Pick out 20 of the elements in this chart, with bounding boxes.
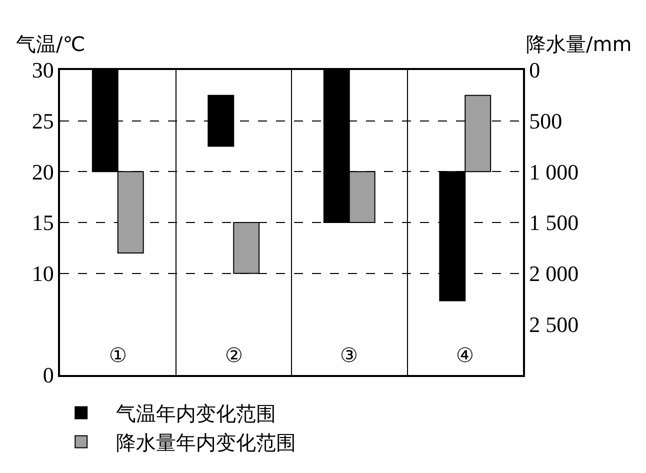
x-tick-label: ② <box>225 343 243 367</box>
x-tick-label: ① <box>109 343 127 367</box>
x-tick-label: ④ <box>456 343 474 367</box>
legend-label: 降水量年内变化范围 <box>116 430 296 455</box>
x-tick-label: ③ <box>340 343 358 367</box>
y-tick-label: 0 <box>42 362 54 388</box>
y2-tick-label: 1 000 <box>529 159 579 184</box>
y2-axis-title: 降水量/mm <box>526 32 632 56</box>
y2-tick-label: 2 500 <box>529 312 579 337</box>
y-tick-label: 20 <box>32 159 54 184</box>
y2-tick-label: 500 <box>529 108 562 134</box>
y-tick-label: 30 <box>32 58 54 83</box>
y-tick-label: 15 <box>32 210 54 236</box>
legend-label: 气温年内变化范围 <box>116 402 276 426</box>
y-tick-label: 10 <box>32 261 54 286</box>
y-axis-title: 气温/℃ <box>16 32 86 56</box>
y2-tick-label: 1 500 <box>529 210 579 236</box>
y-tick-label: 25 <box>32 108 54 134</box>
y2-tick-label: 2 000 <box>529 261 579 286</box>
y2-tick-label: 0 <box>529 58 540 83</box>
